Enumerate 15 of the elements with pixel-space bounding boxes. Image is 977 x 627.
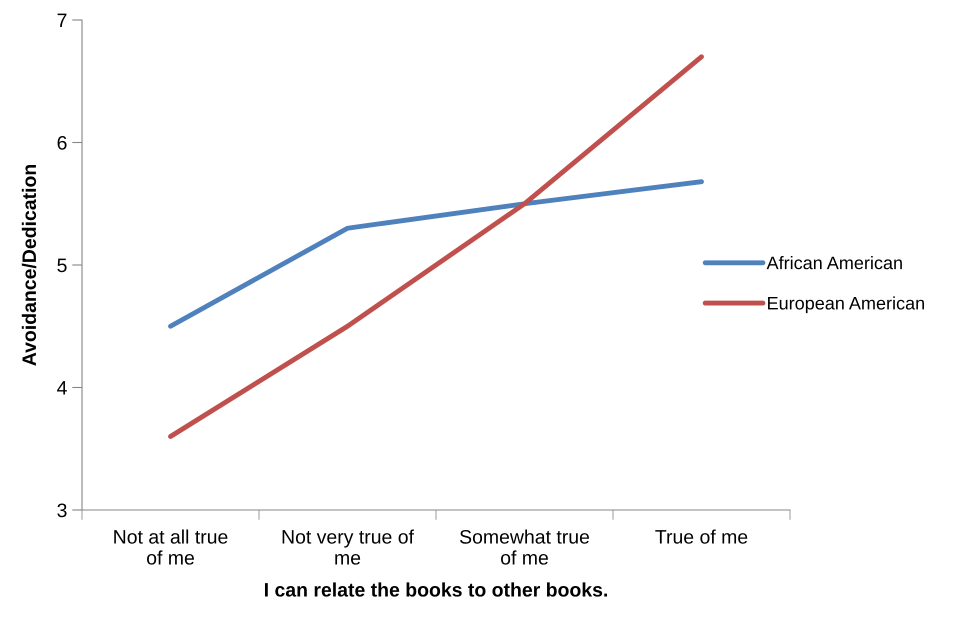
y-tick-label: 4 — [57, 381, 67, 395]
y-tick-label: 7 — [58, 14, 66, 28]
x-tick-label: Somewhat true of me — [460, 529, 590, 565]
y-tick-label: 6 — [58, 136, 67, 150]
legend-label: European American — [768, 296, 924, 314]
x-tick-label: Not very true of me — [282, 529, 414, 565]
legend-label: African American — [766, 256, 902, 270]
x-tick-label: Not at all true of me — [114, 529, 228, 565]
line-series — [168, 179, 704, 329]
y-tick-label: 5 — [57, 258, 67, 272]
x-tick-label: True of me — [655, 529, 748, 544]
y-tick-label: 3 — [57, 503, 67, 518]
y-axis-title: Avoidance/Dedication — [22, 164, 36, 366]
line-series — [168, 54, 704, 439]
x-axis-title: I can relate the books to other books. — [264, 582, 608, 597]
